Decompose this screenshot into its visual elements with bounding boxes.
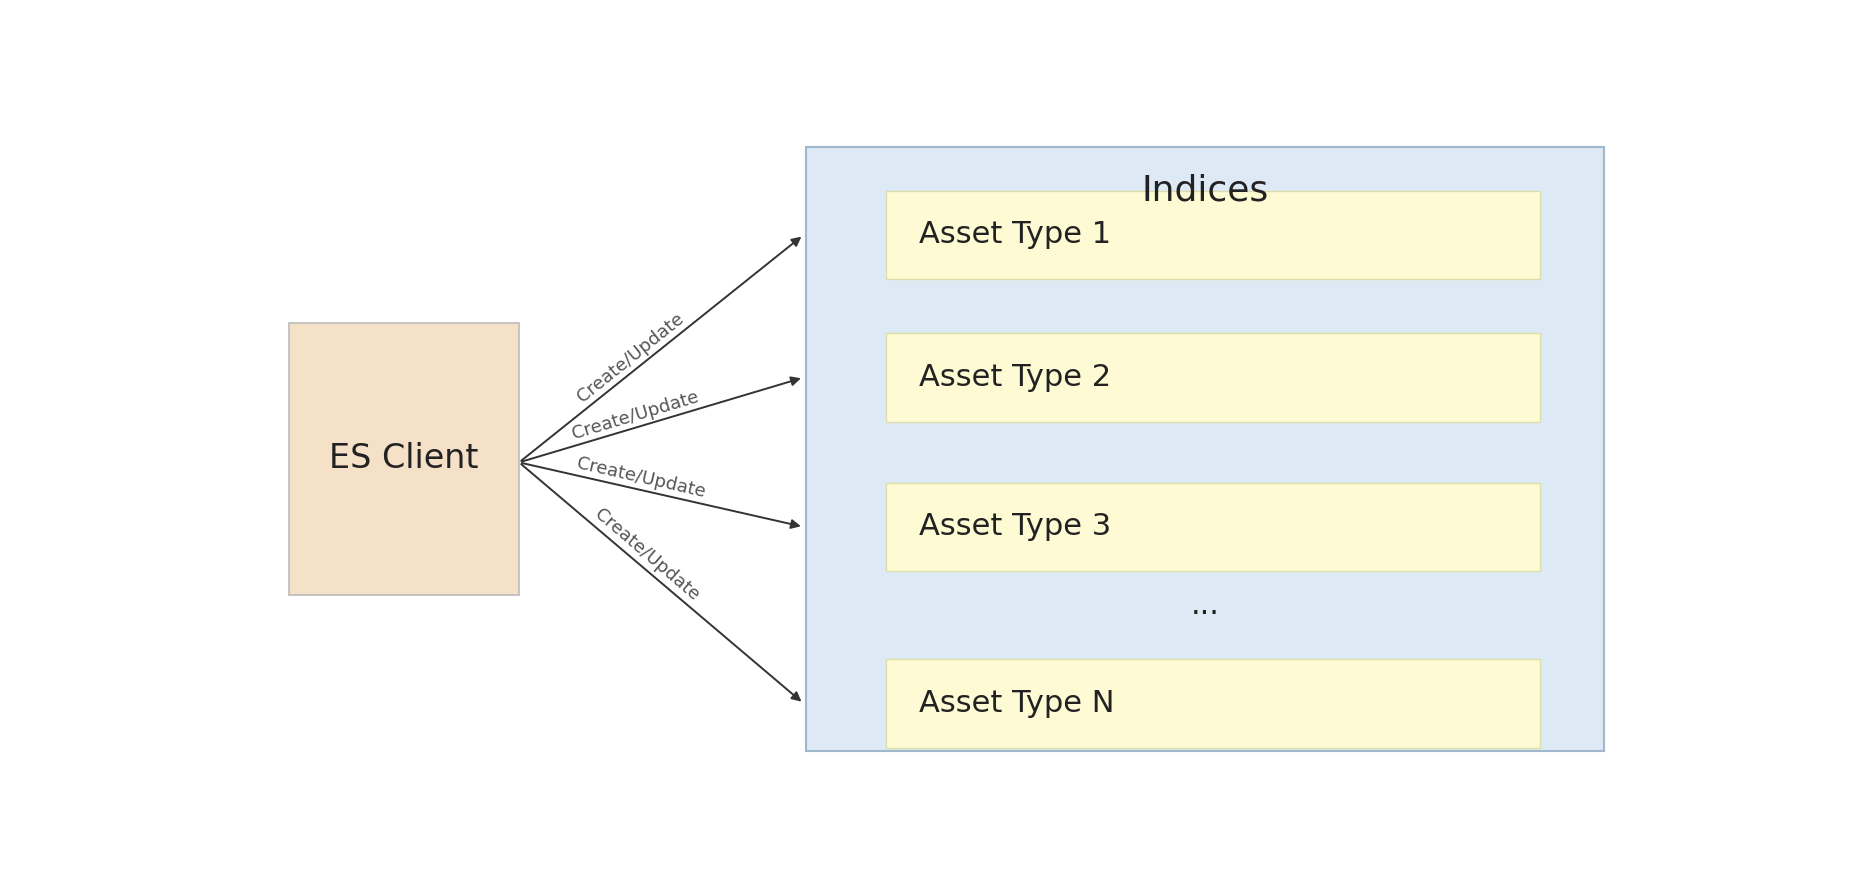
- Text: ES Client: ES Client: [330, 443, 478, 475]
- Text: Asset Type N: Asset Type N: [920, 689, 1114, 718]
- Text: Asset Type 2: Asset Type 2: [920, 363, 1111, 392]
- Text: Create/Update: Create/Update: [591, 505, 703, 604]
- FancyBboxPatch shape: [806, 146, 1604, 751]
- Text: Asset Type 1: Asset Type 1: [920, 220, 1111, 250]
- Text: ...: ...: [1190, 591, 1220, 619]
- Text: Create/Update: Create/Update: [569, 387, 701, 443]
- Text: Indices: Indices: [1142, 174, 1268, 208]
- FancyBboxPatch shape: [886, 482, 1541, 571]
- Text: Create/Update: Create/Update: [575, 309, 688, 406]
- FancyBboxPatch shape: [886, 660, 1541, 748]
- Text: Create/Update: Create/Update: [575, 454, 708, 501]
- FancyBboxPatch shape: [886, 333, 1541, 422]
- FancyBboxPatch shape: [886, 191, 1541, 279]
- Text: Asset Type 3: Asset Type 3: [920, 512, 1111, 542]
- FancyBboxPatch shape: [289, 323, 519, 594]
